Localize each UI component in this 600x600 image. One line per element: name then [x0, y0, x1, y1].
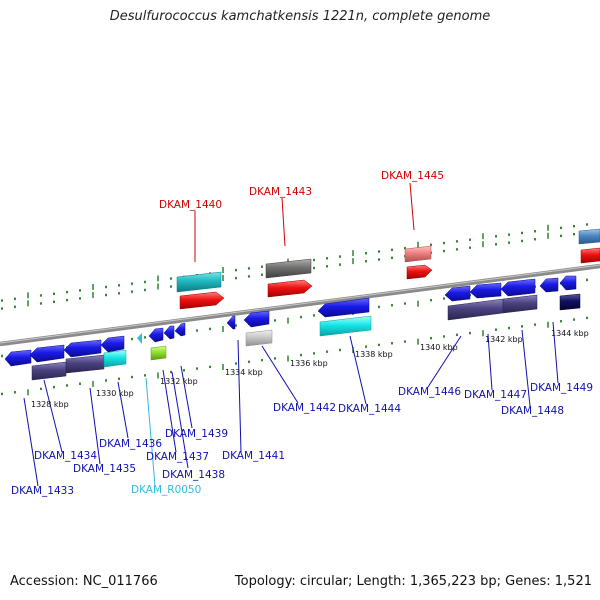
gene-edge-red[interactable] — [580, 247, 600, 264]
accession-text: Accession: NC_011766 — [10, 574, 158, 589]
gene-dkam-1444-lower[interactable] — [319, 315, 372, 337]
gene-dkam-1446[interactable] — [444, 285, 471, 302]
gene-dkam-1445[interactable] — [406, 264, 433, 280]
reverse-strand-genes — [4, 275, 581, 381]
gene-dkam-1433[interactable] — [4, 349, 32, 367]
gene-dkam-1434[interactable] — [29, 344, 65, 363]
scale-label: 1334 kbp — [225, 368, 263, 377]
scale-label: 1340 kbp — [420, 343, 458, 352]
gene-label-dkam-1440[interactable]: DKAM_1440 — [159, 199, 222, 211]
scale-label: 1328 kbp — [31, 400, 69, 409]
gene-label-dkam-1445[interactable]: DKAM_1445 — [381, 170, 444, 182]
gene-label-dkam-r0050[interactable]: DKAM_R0050 — [131, 484, 201, 496]
gene-dkam-1442[interactable] — [243, 310, 270, 328]
gene-label-dkam-1446[interactable]: DKAM_1446 — [398, 386, 461, 398]
gene-label-dkam-1433[interactable]: DKAM_1433 — [11, 485, 74, 497]
gene-label-dkam-1442[interactable]: DKAM_1442 — [273, 402, 336, 414]
label-leader-lines — [23, 182, 559, 487]
gene-label-dkam-1441[interactable]: DKAM_1441 — [222, 450, 285, 462]
scale-label: 1344 kbp — [551, 329, 589, 338]
scale-label: 1338 kbp — [355, 350, 393, 359]
gene-dkam-1449-b[interactable] — [559, 275, 577, 291]
rna-dkam-r0050[interactable] — [137, 333, 142, 344]
gene-label-dkam-1438[interactable]: DKAM_1438 — [162, 469, 225, 481]
gene-label-dkam-1435[interactable]: DKAM_1435 — [73, 463, 136, 475]
gene-dkam-1437[interactable] — [148, 327, 164, 343]
gene-label-dkam-1444[interactable]: DKAM_1444 — [338, 403, 401, 415]
gene-dkam-1449-lower[interactable] — [559, 293, 581, 311]
gene-dkam-1443-upper[interactable] — [265, 258, 312, 279]
gene-label-dkam-1436[interactable]: DKAM_1436 — [99, 438, 162, 450]
gene-dkam-1443[interactable] — [267, 279, 313, 298]
lower-scale-ticks — [1, 316, 588, 396]
gene-dkam-1448[interactable] — [500, 278, 536, 297]
forward-strand-genes — [176, 228, 600, 310]
gene-dkam-1435-lower[interactable] — [65, 354, 105, 374]
gene-dkam-1442-lower[interactable] — [245, 329, 273, 347]
map-title: Desulfurococcus kamchatkensis 1221n, com… — [109, 9, 491, 24]
gene-dkam-1449[interactable] — [539, 277, 559, 293]
genome-backbone-highlight — [0, 264, 600, 344]
scale-labels: 1328 kbp 1330 kbp 1332 kbp 1334 kbp 1336… — [31, 329, 589, 409]
gene-dkam-1445-upper[interactable] — [404, 245, 432, 263]
gene-edge-upper[interactable] — [578, 228, 600, 245]
gene-dkam-1439[interactable] — [174, 322, 186, 337]
gene-dkam-1436[interactable] — [100, 335, 125, 353]
gene-dkam-1444[interactable] — [317, 297, 370, 318]
gene-dkam-1436-lower[interactable] — [103, 349, 127, 368]
gene-label-dkam-1437[interactable]: DKAM_1437 — [146, 451, 209, 463]
gene-label-dkam-1448[interactable]: DKAM_1448 — [501, 405, 564, 417]
gene-dkam-1446-lower[interactable] — [447, 298, 504, 321]
genome-summary-text: Topology: circular; Length: 1,365,223 bp… — [234, 574, 592, 589]
gene-green-block[interactable] — [150, 345, 167, 361]
gene-labels: DKAM_1440 DKAM_1443 DKAM_1445 DKAM_1433 … — [11, 170, 593, 497]
scale-label: 1330 kbp — [96, 389, 134, 398]
scale-label: 1336 kbp — [290, 359, 328, 368]
gene-label-dkam-1449[interactable]: DKAM_1449 — [530, 382, 593, 394]
scale-label: 1332 kbp — [160, 377, 198, 386]
gene-dkam-1440-upper[interactable] — [176, 271, 222, 293]
gene-dkam-1434-lower[interactable] — [31, 361, 67, 381]
inner-upper-scale-ticks — [1, 231, 588, 310]
gene-dkam-1435[interactable] — [63, 339, 102, 358]
gene-label-dkam-1439[interactable]: DKAM_1439 — [165, 428, 228, 440]
gene-dkam-1447[interactable] — [469, 282, 502, 299]
gene-label-dkam-1434[interactable]: DKAM_1434 — [34, 450, 97, 462]
gene-label-dkam-1443[interactable]: DKAM_1443 — [249, 186, 312, 198]
gene-label-dkam-1447[interactable]: DKAM_1447 — [464, 389, 527, 401]
gene-dkam-1441[interactable] — [226, 315, 236, 330]
scale-label: 1342 kbp — [485, 335, 523, 344]
genome-backbone — [0, 263, 600, 347]
gene-dkam-1438[interactable] — [163, 325, 175, 340]
gene-dkam-1440[interactable] — [179, 291, 225, 310]
gene-dkam-1448-lower[interactable] — [502, 294, 538, 314]
